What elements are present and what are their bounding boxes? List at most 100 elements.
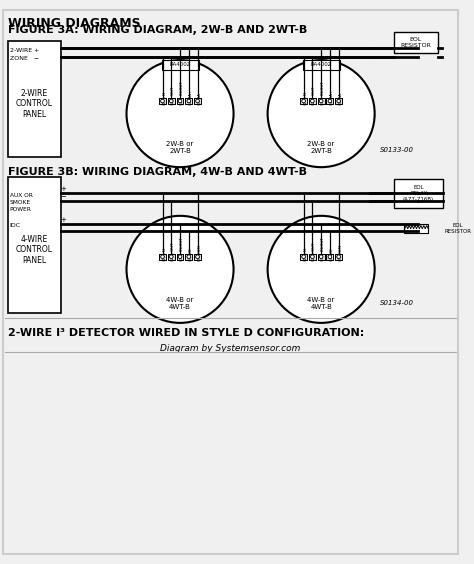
Circle shape	[310, 255, 314, 258]
Circle shape	[337, 99, 340, 103]
Bar	[8, 41, 61, 157]
Text: (3) −IN/OUT: (3) −IN/OUT	[180, 81, 184, 105]
Text: (5) COM: (5) COM	[338, 245, 343, 261]
Text: 2W-B or
2WT-B: 2W-B or 2WT-B	[166, 141, 194, 154]
Circle shape	[302, 255, 305, 258]
Bar	[318, 98, 325, 104]
Text: EOL
RESISTOR: EOL RESISTOR	[400, 37, 431, 48]
Bar	[309, 254, 316, 259]
Text: (4) RA+: (4) RA+	[330, 90, 334, 105]
Text: (2) −OUT: (2) −OUT	[171, 86, 175, 105]
Bar	[185, 254, 192, 259]
Text: FIGURE 3B: WIRING DIAGRAM, 4W-B AND 4WT-B: FIGURE 3B: WIRING DIAGRAM, 4W-B AND 4WT-…	[8, 167, 307, 177]
Bar	[394, 179, 443, 208]
Text: +: +	[60, 217, 66, 223]
Text: S0134-00: S0134-00	[380, 300, 413, 306]
Circle shape	[196, 99, 199, 103]
Text: 2-WIRE +: 2-WIRE +	[10, 48, 39, 53]
Text: AUX OR: AUX OR	[10, 193, 33, 198]
Bar	[168, 98, 175, 104]
Bar	[168, 254, 175, 259]
Circle shape	[178, 99, 182, 103]
Text: (2) +OUT: (2) +OUT	[171, 242, 175, 261]
Text: (4) NO: (4) NO	[330, 248, 334, 261]
Bar	[194, 98, 201, 104]
Text: 2W-B or
2WT-B: 2W-B or 2WT-B	[308, 141, 335, 154]
Bar	[194, 254, 201, 259]
Bar	[177, 254, 183, 259]
Text: EOL
RESISTOR: EOL RESISTOR	[445, 223, 472, 234]
Text: ZONE   −: ZONE −	[10, 56, 39, 61]
Bar	[300, 98, 307, 104]
Text: (5) RA−: (5) RA−	[338, 90, 343, 105]
Bar	[404, 223, 428, 233]
Bar	[327, 254, 333, 259]
Circle shape	[302, 99, 305, 103]
Bar	[185, 98, 192, 104]
Bar	[335, 98, 342, 104]
Bar	[8, 177, 61, 313]
Bar	[177, 98, 183, 104]
Bar	[335, 254, 342, 259]
Circle shape	[187, 255, 191, 258]
Circle shape	[319, 255, 323, 258]
Circle shape	[328, 99, 332, 103]
Circle shape	[196, 255, 199, 258]
Bar	[318, 254, 325, 259]
Circle shape	[187, 255, 191, 258]
Circle shape	[268, 60, 374, 167]
Circle shape	[187, 99, 191, 103]
Text: 4-WIRE
CONTROL
PANEL: 4-WIRE CONTROL PANEL	[16, 235, 53, 265]
Text: 4W-B or
4WT-B: 4W-B or 4WT-B	[166, 297, 194, 310]
Bar	[327, 98, 333, 104]
Text: (1) +N: (1) +N	[304, 92, 308, 105]
Circle shape	[161, 99, 164, 103]
Circle shape	[302, 99, 305, 103]
Circle shape	[178, 99, 182, 103]
Text: WIRING DIAGRAMS: WIRING DIAGRAMS	[8, 17, 140, 30]
Circle shape	[170, 255, 173, 258]
Circle shape	[337, 255, 340, 258]
Bar	[185, 254, 192, 259]
Text: (3) −IN/OUT: (3) −IN/OUT	[321, 81, 325, 105]
Bar	[303, 60, 340, 70]
Bar	[309, 254, 316, 259]
Circle shape	[328, 255, 332, 258]
Circle shape	[161, 255, 164, 258]
Text: RA400Z: RA400Z	[169, 63, 191, 68]
Text: RA400Z: RA400Z	[310, 63, 332, 68]
Bar	[335, 254, 342, 259]
Bar	[300, 98, 307, 104]
Circle shape	[319, 99, 323, 103]
Text: EOL
RELAY
(A77-716B): EOL RELAY (A77-716B)	[403, 185, 434, 202]
Circle shape	[127, 60, 234, 167]
Text: (2) −OUT: (2) −OUT	[312, 86, 316, 105]
Bar	[162, 60, 199, 70]
Text: (1) +N: (1) +N	[304, 248, 308, 261]
Bar	[177, 98, 183, 104]
Bar	[318, 254, 325, 259]
Bar	[168, 98, 175, 104]
Text: 2-WIRE I³ DETECTOR WIRED IN STYLE D CONFIGURATION:: 2-WIRE I³ DETECTOR WIRED IN STYLE D CONF…	[8, 328, 364, 338]
Bar	[185, 98, 192, 104]
Text: +: +	[60, 187, 66, 192]
Bar	[327, 254, 333, 259]
Circle shape	[302, 255, 305, 258]
Bar	[309, 98, 316, 104]
Text: Diagram by Systemsensor.com: Diagram by Systemsensor.com	[161, 344, 301, 353]
Circle shape	[161, 99, 164, 103]
Circle shape	[337, 99, 340, 103]
Text: IDC: IDC	[10, 223, 21, 228]
Bar	[394, 32, 438, 54]
Bar	[168, 254, 175, 259]
Bar	[159, 254, 166, 259]
Circle shape	[170, 255, 173, 258]
Circle shape	[337, 255, 340, 258]
Text: (1) +N: (1) +N	[163, 92, 166, 105]
Circle shape	[310, 99, 314, 103]
Bar	[194, 98, 201, 104]
Text: 2-WIRE
CONTROL
PANEL: 2-WIRE CONTROL PANEL	[16, 89, 53, 119]
Circle shape	[310, 99, 314, 103]
Bar	[194, 254, 201, 259]
Text: (2) +OUT: (2) +OUT	[312, 242, 316, 261]
